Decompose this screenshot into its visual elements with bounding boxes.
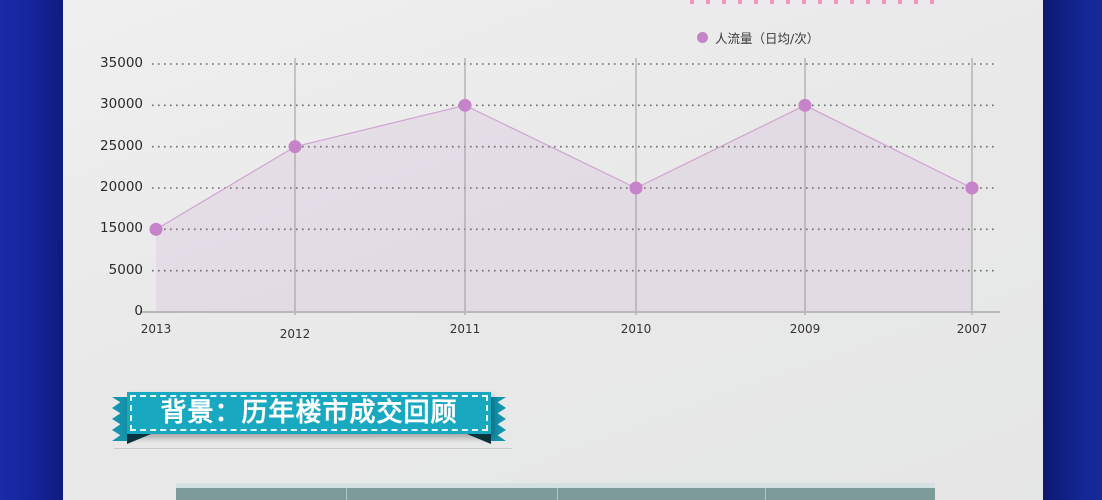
legend-marker-icon [697,32,708,43]
y-axis-tick-label: 25000 [100,137,143,154]
table-header-cell [176,488,346,500]
ribbon-fold-left [127,434,151,444]
transactions-table-preview [176,483,935,500]
ribbon-dashed-border [130,395,488,431]
y-axis-tick-label: 5000 [108,261,143,278]
data-point [288,140,302,154]
data-point [458,98,472,112]
data-point [798,98,812,112]
data-point [965,181,979,195]
x-axis-tick-label: 2007 [956,322,988,336]
section-banner-ribbon: 背景：历年楼市成交回顾 [112,392,506,446]
chart-legend: 人流量（日均/次） [697,28,819,47]
table-header-row [176,488,935,500]
series-line [155,104,973,230]
y-axis-tick-label: 15000 [100,220,143,237]
right-border-decoration [1043,0,1102,500]
x-axis-tick-label: 2013 [140,322,172,336]
y-axis-tick-label: 30000 [100,96,143,113]
banner-underline [114,448,512,449]
area-fill [156,105,972,312]
data-point [629,181,643,195]
table-top-strip [176,483,935,488]
table-header-cell [557,488,765,500]
ribbon-band: 背景：历年楼市成交回顾 [127,392,491,434]
y-axis-tick-label: 20000 [100,179,143,195]
legend-label: 人流量（日均/次） [715,31,820,46]
x-axis-tick-label: 2011 [449,322,481,336]
visitor-flow-area-chart: 35000 30000 25000 20000 15000 5000 0 2013 2012 20… [100,55,1000,341]
table-header-cell [346,488,557,500]
data-point [149,222,163,236]
y-axis-tick-label: 0 [134,303,143,319]
table-header-cell [765,488,935,500]
top-dashed-line-decoration [690,0,940,4]
chart-canvas [140,58,1000,315]
x-axis-tick-label: 2010 [620,322,652,336]
x-axis-tick-label: 2009 [789,322,821,336]
y-axis-tick-label: 35000 [100,55,143,71]
section-title: 背景：历年楼市成交回顾 [160,398,458,428]
ribbon-fold-right [467,434,491,444]
left-border-decoration [0,0,63,500]
x-axis-tick-label: 2012 [279,327,311,341]
